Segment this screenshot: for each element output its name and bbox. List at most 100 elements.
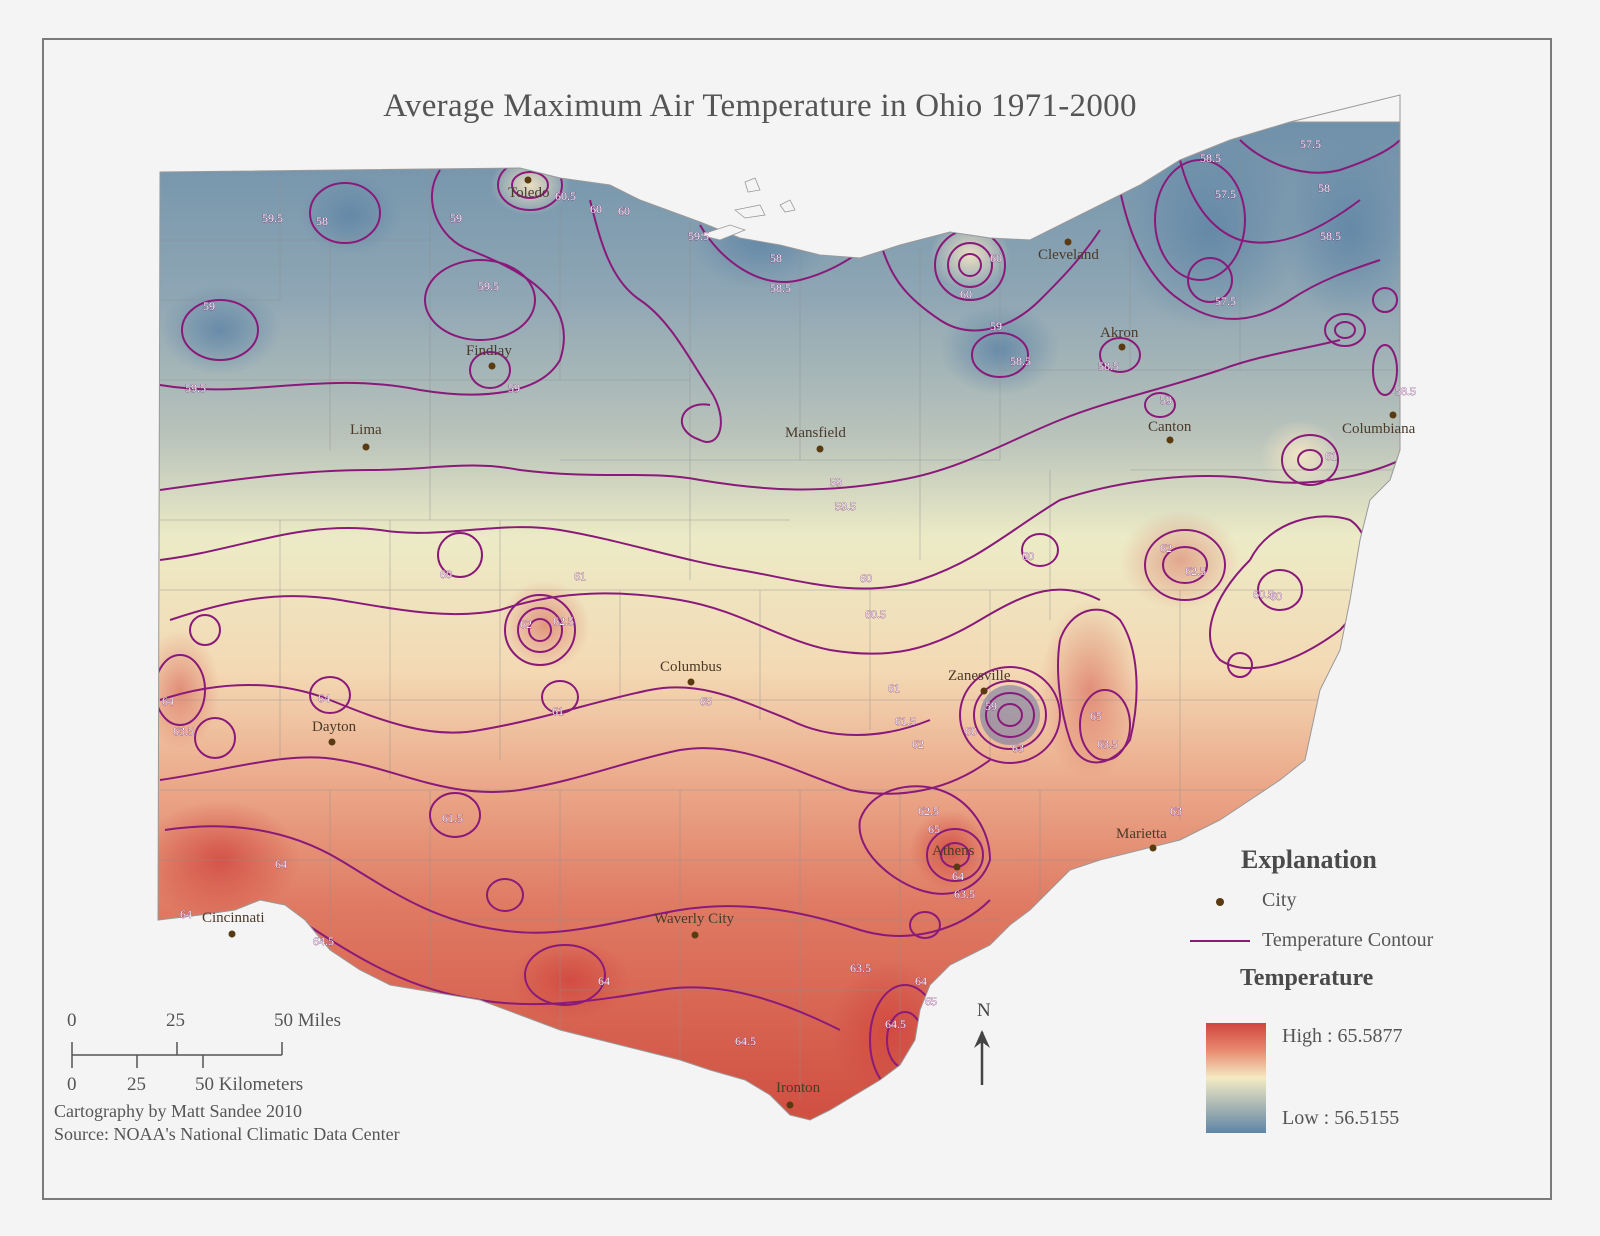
city-dot — [816, 445, 824, 453]
temperature-color-ramp — [1206, 1023, 1266, 1133]
data-source: Source: NOAA's National Climatic Data Ce… — [54, 1124, 400, 1144]
north-arrow-icon — [974, 1030, 990, 1085]
contour-label: 59 — [1160, 393, 1172, 407]
city-findlay: Findlay — [466, 343, 512, 370]
contour-label: 58.5 — [1098, 359, 1119, 373]
city-dot — [687, 678, 695, 686]
city-dot — [328, 738, 336, 746]
city-dot — [1149, 844, 1157, 852]
city-columbus: Columbus — [660, 659, 722, 686]
contour-label: 60.5 — [1253, 587, 1274, 601]
contour-label: 58.5 — [1320, 229, 1341, 243]
city-symbol — [1216, 898, 1224, 906]
contour-label: 59 — [450, 211, 462, 225]
contour-label: 59 — [203, 299, 215, 313]
scale-bar: 0 25 50 Miles 0 25 50 Kilometers — [50, 1010, 370, 1100]
legend-title: Explanation — [1241, 845, 1377, 874]
scale-miles-50: 50 Miles — [274, 1010, 342, 1031]
contour-label: 59.5 — [835, 499, 856, 513]
cartography-credit: Cartography by Matt Sandee 2010 — [54, 1101, 302, 1121]
city-label: Canton — [1148, 419, 1192, 435]
contour-label: 58.5 — [770, 281, 791, 295]
contour-label: 58.5 — [1200, 151, 1221, 165]
contour-label: 60.5 — [865, 607, 886, 621]
contour-label: 63.5 — [850, 961, 871, 975]
contour-label: 65 — [925, 994, 937, 1008]
scale-miles-0: 0 — [67, 1010, 77, 1031]
northeast-corner — [1289, 94, 1401, 123]
city-ironton: Ironton — [776, 1080, 821, 1109]
contour-label: 62 — [520, 617, 532, 631]
city-label: Columbus — [660, 659, 722, 675]
city-toledo: Toledo — [508, 176, 549, 201]
contour-label: 58 — [1318, 181, 1330, 195]
city-athens: Athens — [932, 843, 975, 871]
city-dot — [1166, 436, 1174, 444]
contour-label: 61 — [552, 704, 564, 718]
city-label: Zanesville — [948, 668, 1011, 684]
contour-label: 64 — [952, 869, 964, 883]
contour-label: 60 — [960, 287, 972, 301]
city-dot — [524, 176, 532, 184]
contour-label: 59 — [508, 381, 520, 395]
temperature-contours — [159, 139, 1400, 1031]
contour-label: 60 — [440, 567, 452, 581]
contour-label: 65 — [700, 694, 712, 708]
contour-label: 59 — [985, 699, 997, 713]
contour-label: 64 — [598, 974, 610, 988]
city-label: Ironton — [776, 1080, 821, 1096]
city-cleveland: Cleveland — [1038, 238, 1099, 263]
contour-label: 64 — [180, 907, 192, 921]
city-label: Columbiana — [1342, 421, 1416, 437]
city-mansfield: Mansfield — [785, 425, 846, 453]
city-label: Marietta — [1116, 826, 1167, 842]
contour-label: 60.5 — [555, 189, 576, 203]
city-label: Cleveland — [1038, 247, 1099, 263]
city-label: Mansfield — [785, 425, 846, 441]
city-dot — [691, 931, 699, 939]
city-label: Athens — [932, 843, 975, 859]
city-label: Findlay — [466, 343, 512, 359]
city-dot — [1118, 343, 1126, 351]
city-marietta: Marietta — [1116, 826, 1167, 852]
contour-labels: 57.5 57.5 57.5 58 58.5 58.5 58.5 58 59 5… — [162, 137, 1417, 1049]
contour-label: 58.5 — [1395, 384, 1416, 398]
city-akron: Akron — [1100, 325, 1139, 351]
contour-label: 63 — [1012, 741, 1024, 755]
city-zanesville: Zanesville — [948, 668, 1011, 695]
contour-label: 61.5 — [895, 714, 916, 728]
contour-label: 64.5 — [735, 1034, 756, 1048]
legend-temperature-title: Temperature — [1240, 965, 1374, 991]
contour-label: 64 — [915, 974, 927, 988]
north-arrow: N — [972, 1000, 1002, 1090]
city-dayton: Dayton — [312, 719, 357, 746]
contour-label: 63 — [1170, 804, 1182, 818]
lake-islands — [698, 177, 796, 241]
contour-label: 62 — [1160, 541, 1172, 555]
city-label: Cincinnati — [202, 910, 265, 926]
contour-label: 62.5 — [553, 614, 574, 628]
contour-label: 62.5 — [918, 804, 939, 818]
legend-city-label: City — [1262, 889, 1297, 911]
city-label: Waverly City — [654, 911, 735, 927]
contour-label: 61 — [888, 681, 900, 695]
contour-label: 60 — [1022, 549, 1034, 563]
city-canton: Canton — [1148, 419, 1192, 444]
contour-label: 57.5 — [1215, 294, 1236, 308]
city-lima: Lima — [350, 422, 382, 451]
scale-km-0: 0 — [67, 1074, 77, 1095]
scale-bar-lines — [71, 1042, 283, 1068]
city-label: Lima — [350, 422, 382, 438]
contour-label: 65 — [1090, 709, 1102, 723]
city-dot — [362, 443, 370, 451]
contour-label: 64 — [162, 694, 174, 708]
city-dot — [953, 863, 961, 871]
city-label: Toledo — [508, 185, 549, 201]
scale-miles-25: 25 — [166, 1010, 185, 1031]
contour-label: 62.5 — [1185, 564, 1206, 578]
city-waverly-city: Waverly City — [654, 911, 735, 939]
scale-km-50: 50 Kilometers — [195, 1074, 304, 1095]
contour-label: 63.5 — [954, 887, 975, 901]
city-dot — [786, 1101, 794, 1109]
